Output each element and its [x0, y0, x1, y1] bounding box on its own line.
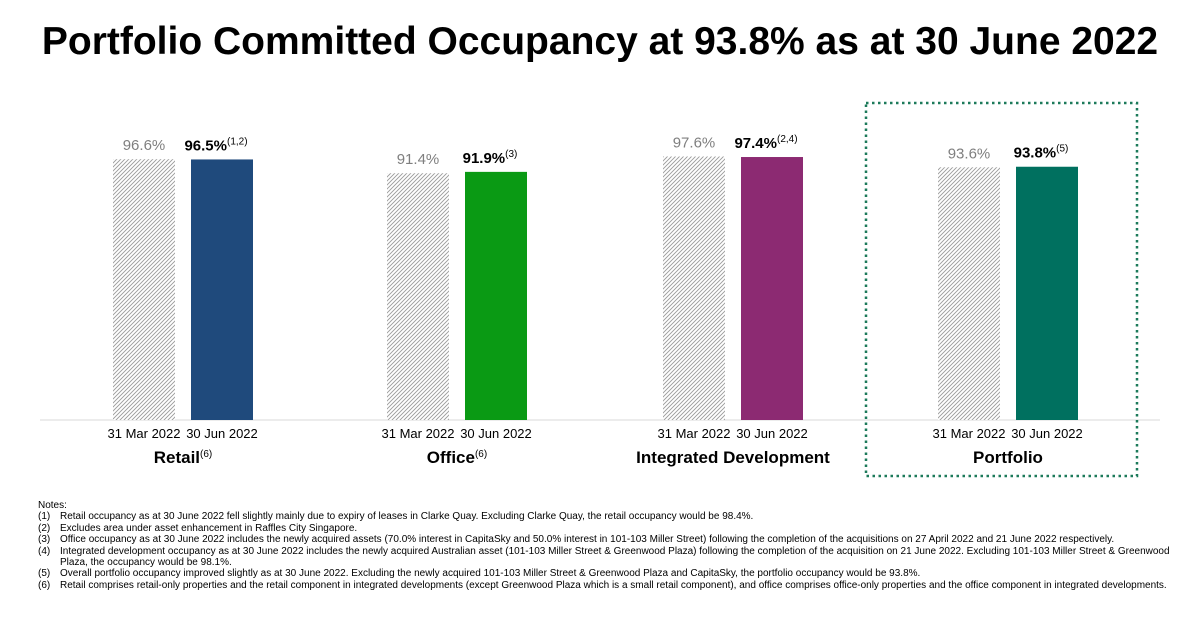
note-text: Overall portfolio occupancy improved sli…	[60, 568, 921, 580]
group-label: Office(6)	[427, 448, 487, 467]
portfolio-highlight-box	[864, 101, 1139, 478]
data-label-prev: 96.6%	[123, 137, 166, 154]
note-text: Retail comprises retail-only properties …	[60, 579, 1167, 591]
data-label-prev: 97.6%	[673, 134, 716, 151]
bar-portfolio-prev	[938, 167, 1000, 420]
tick-label-prev: 31 Mar 2022	[108, 426, 181, 441]
tick-label-current: 30 Jun 2022	[736, 426, 808, 441]
data-label-prev: 93.6%	[948, 145, 991, 162]
note-item: (3) Office occupancy as at 30 June 2022 i…	[38, 534, 1178, 545]
note-text: Integrated development occupancy as at 3…	[60, 545, 1170, 569]
note-number: (4)	[38, 545, 51, 557]
note-number: (5)	[38, 568, 51, 580]
note-item: (6) Retail comprises retail-only properti…	[38, 580, 1178, 591]
bar-integrated-development-current	[741, 157, 803, 420]
tick-label-current: 30 Jun 2022	[1011, 426, 1083, 441]
bar-integrated-development-prev	[663, 156, 725, 421]
bar-office-current	[465, 171, 527, 420]
group-label: Portfolio	[973, 448, 1043, 467]
tick-label-prev: 31 Mar 2022	[658, 426, 731, 441]
tick-label-prev: 31 Mar 2022	[933, 426, 1006, 441]
note-number: (3)	[38, 534, 51, 546]
tick-label-current: 30 Jun 2022	[460, 426, 532, 441]
note-item: (5) Overall portfolio occupancy improved …	[38, 568, 1178, 579]
note-item: (2) Excludes area under asset enhancement…	[38, 523, 1178, 534]
tick-label-prev: 31 Mar 2022	[382, 426, 455, 441]
bar-retail-current	[191, 159, 253, 420]
notes-heading: Notes:	[38, 500, 67, 511]
note-number: (1)	[38, 511, 51, 523]
group-label: Integrated Development	[636, 448, 830, 467]
note-number: (2)	[38, 522, 51, 534]
bar-portfolio-current	[1016, 166, 1078, 420]
note-text: Office occupancy as at 30 June 2022 incl…	[60, 534, 1115, 546]
footnotes: Notes: (1) Retail occupancy as at 30 June…	[38, 500, 1178, 591]
occupancy-bar-chart: 96.6% 96.5%(1,2) 31 Mar 2022 30 Jun 2022 Ret…	[40, 101, 1160, 478]
note-item: (1) Retail occupancy as at 30 June 2022 f…	[38, 511, 1178, 522]
page-title: Portfolio Committed Occupancy at 93.8% a…	[41, 20, 1159, 63]
notes-list: (1) Retail occupancy as at 30 June 2022 f…	[38, 511, 1178, 591]
data-label-current: 96.5%(1,2)	[184, 136, 247, 154]
data-label-current: 97.4%(2,4)	[734, 134, 797, 152]
group-label: Retail(6)	[154, 448, 213, 467]
note-item: (4) Integrated development occupancy as a…	[38, 546, 1178, 569]
data-label-prev: 91.4%	[397, 151, 440, 168]
tick-label-current: 30 Jun 2022	[186, 426, 258, 441]
data-label-current: 91.9%(3)	[463, 149, 518, 167]
note-text: Excludes area under asset enhancement in…	[60, 522, 358, 534]
note-text: Retail occupancy as at 30 June 2022 fell…	[60, 511, 754, 523]
bar-office-prev	[387, 173, 449, 420]
data-label-current: 93.8%(5)	[1014, 144, 1069, 162]
bar-retail-prev	[113, 159, 175, 420]
note-number: (6)	[38, 579, 51, 591]
